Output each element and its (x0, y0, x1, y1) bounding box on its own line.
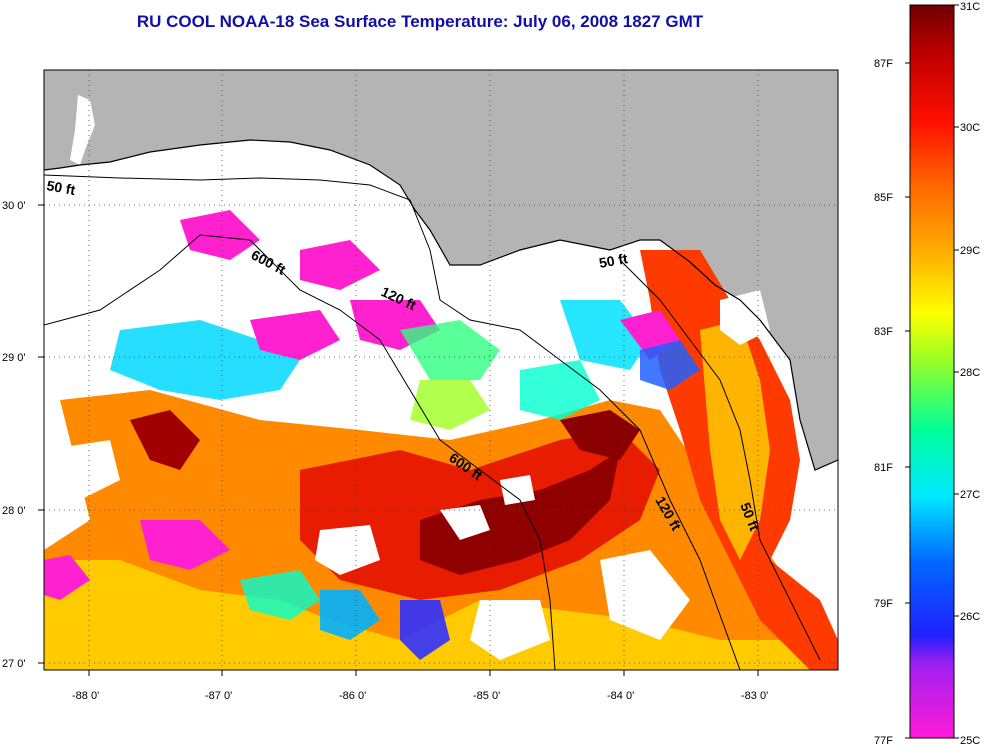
isobath-lines (44, 174, 821, 670)
lon-tick-label: -86 0' (339, 690, 366, 702)
colorbar-fahrenheit-label: 79F (874, 598, 893, 610)
colorbar: 31C 30C 29C 28C 27C 26C 25C 87F 85F 83F … (874, 1, 980, 747)
isobath-50ft-east (619, 259, 821, 661)
colorbar-fahrenheit-label: 83F (874, 326, 893, 338)
isobath-label-50ft-west: 50 ft (45, 177, 76, 198)
colorbar-celsius-label: 29C (960, 245, 980, 257)
lon-tick-label: -85 0' (473, 690, 500, 702)
lon-tick-label: -87 0' (205, 690, 232, 702)
sst-patches (44, 210, 838, 670)
colorbar-fahrenheit-label: 85F (874, 192, 893, 204)
lon-tick-label: -84 0' (607, 690, 634, 702)
lat-tick-label: 28 0' (2, 505, 26, 517)
colorbar-fahrenheit-label: 77F (874, 735, 893, 747)
land-north (44, 70, 838, 470)
axis-ticks (38, 204, 759, 676)
colorbar-celsius-label: 25C (960, 735, 980, 747)
colorbar-celsius-label: 28C (960, 367, 980, 379)
map-panel: 50 ft 600 ft 120 ft 50 ft 600 ft 120 ft … (2, 69, 839, 702)
colorbar-celsius-label: 31C (960, 1, 980, 13)
colorbar-celsius-label: 27C (960, 489, 980, 501)
isobath-label-50ft-east-top: 50 ft (598, 250, 629, 271)
grid-lines (44, 70, 838, 670)
colorbar-celsius-label: 30C (960, 122, 980, 134)
coastline (44, 139, 838, 471)
colorbar-fahrenheit-label: 87F (874, 58, 893, 70)
lon-tick-label: -88 0' (72, 690, 99, 702)
lat-tick-label: 27 0' (2, 658, 26, 670)
land-coast-detail (70, 95, 95, 165)
isobath-120ft (44, 174, 741, 670)
colorbar-ticks (905, 4, 959, 739)
isobath-600ft (44, 234, 556, 670)
lat-tick-label: 30 0' (2, 200, 26, 212)
lon-tick-label: -83 0' (741, 690, 768, 702)
colorbar-fahrenheit-label: 81F (874, 462, 893, 474)
map-frame (43, 69, 839, 671)
colorbar-gradient (909, 4, 955, 739)
lat-tick-label: 29 0' (2, 352, 26, 364)
colorbar-celsius-label: 26C (960, 611, 980, 623)
map-title: RU COOL NOAA-18 Sea Surface Temperature:… (136, 12, 704, 31)
sst-layer: 50 ft 600 ft 120 ft 50 ft 600 ft 120 ft … (44, 70, 838, 670)
